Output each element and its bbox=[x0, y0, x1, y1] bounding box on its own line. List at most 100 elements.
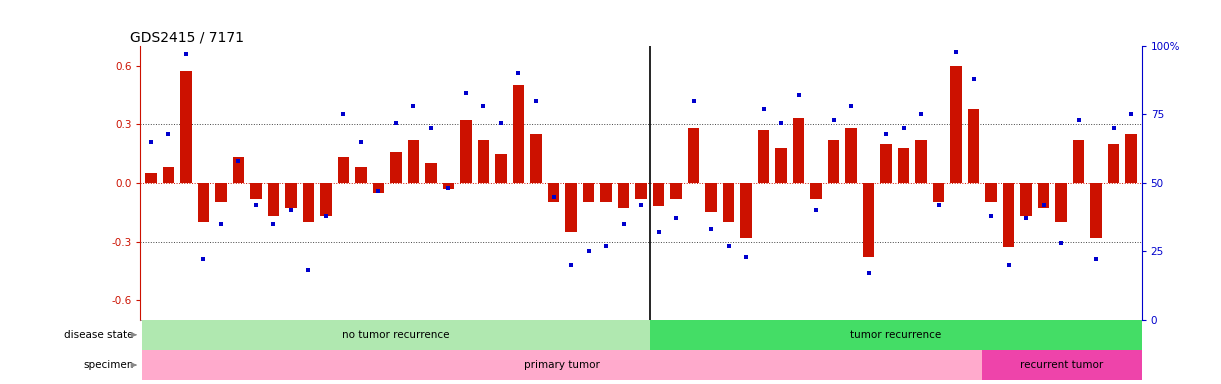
Point bbox=[159, 131, 178, 137]
Point bbox=[806, 207, 825, 214]
Point bbox=[894, 125, 913, 131]
Point bbox=[684, 98, 703, 104]
Bar bbox=[1055, 183, 1067, 222]
Bar bbox=[425, 163, 437, 183]
Point bbox=[562, 262, 581, 268]
Point bbox=[438, 185, 458, 192]
Bar bbox=[215, 183, 227, 202]
Bar bbox=[758, 130, 769, 183]
Point bbox=[491, 120, 510, 126]
Bar bbox=[650, 319, 1142, 350]
Point bbox=[316, 213, 336, 219]
Point bbox=[1087, 257, 1106, 263]
Bar bbox=[443, 183, 454, 189]
Bar bbox=[496, 154, 507, 183]
Bar bbox=[653, 183, 664, 206]
Point bbox=[142, 139, 161, 145]
Point bbox=[963, 76, 983, 82]
Point bbox=[631, 202, 651, 208]
Point bbox=[648, 229, 668, 235]
Point bbox=[369, 188, 388, 194]
Bar bbox=[142, 319, 650, 350]
Point bbox=[911, 111, 930, 118]
Bar bbox=[670, 183, 681, 199]
Bar bbox=[355, 167, 366, 183]
Point bbox=[543, 194, 563, 200]
Point bbox=[614, 221, 634, 227]
Point bbox=[789, 92, 808, 98]
Text: recurrent tumor: recurrent tumor bbox=[1021, 360, 1104, 370]
Bar bbox=[565, 183, 576, 232]
Point bbox=[929, 202, 949, 208]
Point bbox=[824, 117, 844, 123]
Bar bbox=[618, 183, 629, 208]
Bar bbox=[1038, 183, 1049, 208]
Point bbox=[228, 158, 248, 164]
Bar bbox=[267, 183, 280, 216]
Point bbox=[1034, 202, 1054, 208]
Bar bbox=[460, 120, 471, 183]
Bar bbox=[338, 157, 349, 183]
Text: no tumor recurrence: no tumor recurrence bbox=[342, 330, 449, 340]
Text: tumor recurrence: tumor recurrence bbox=[850, 330, 941, 340]
Point bbox=[858, 270, 878, 276]
Bar bbox=[513, 85, 524, 183]
Bar bbox=[968, 109, 979, 183]
Point bbox=[719, 243, 739, 249]
Point bbox=[982, 213, 1001, 219]
Point bbox=[1121, 111, 1140, 118]
Bar bbox=[198, 183, 209, 222]
Bar bbox=[303, 183, 314, 222]
Bar bbox=[845, 128, 857, 183]
Point bbox=[333, 111, 353, 118]
Bar bbox=[1126, 134, 1137, 183]
Bar bbox=[372, 183, 385, 193]
Bar bbox=[985, 183, 996, 202]
Bar bbox=[548, 183, 559, 202]
Bar bbox=[233, 157, 244, 183]
Point bbox=[772, 120, 791, 126]
Bar bbox=[828, 140, 839, 183]
Bar bbox=[145, 173, 156, 183]
Point bbox=[667, 215, 686, 222]
Bar bbox=[1107, 144, 1120, 183]
Text: primary tumor: primary tumor bbox=[524, 360, 601, 370]
Point bbox=[281, 207, 300, 214]
Point bbox=[386, 120, 405, 126]
Bar bbox=[601, 183, 612, 202]
Bar bbox=[1090, 183, 1101, 238]
Point bbox=[176, 51, 195, 57]
Bar bbox=[1002, 183, 1015, 247]
Point bbox=[474, 103, 493, 109]
Bar bbox=[250, 183, 261, 199]
Point bbox=[946, 48, 966, 55]
Bar bbox=[933, 183, 944, 202]
Text: GDS2415 / 7171: GDS2415 / 7171 bbox=[131, 31, 244, 45]
Point bbox=[264, 221, 283, 227]
Bar bbox=[811, 183, 822, 199]
Point bbox=[579, 248, 598, 254]
Point bbox=[404, 103, 424, 109]
Point bbox=[877, 131, 896, 137]
Point bbox=[211, 221, 231, 227]
Point bbox=[299, 267, 319, 273]
Bar bbox=[775, 148, 786, 183]
Bar bbox=[897, 148, 910, 183]
Point bbox=[1068, 117, 1088, 123]
Bar bbox=[740, 183, 752, 238]
Bar bbox=[723, 183, 734, 222]
Bar bbox=[687, 128, 700, 183]
Point bbox=[701, 226, 720, 232]
Point bbox=[736, 254, 756, 260]
Point bbox=[1016, 215, 1035, 222]
Bar bbox=[391, 152, 402, 183]
Bar bbox=[635, 183, 647, 199]
Point bbox=[509, 70, 529, 76]
Bar bbox=[162, 167, 175, 183]
Bar bbox=[1021, 183, 1032, 216]
Point bbox=[352, 139, 371, 145]
Point bbox=[1051, 240, 1071, 246]
Point bbox=[247, 202, 266, 208]
Bar bbox=[1073, 140, 1084, 183]
Point bbox=[1104, 125, 1123, 131]
